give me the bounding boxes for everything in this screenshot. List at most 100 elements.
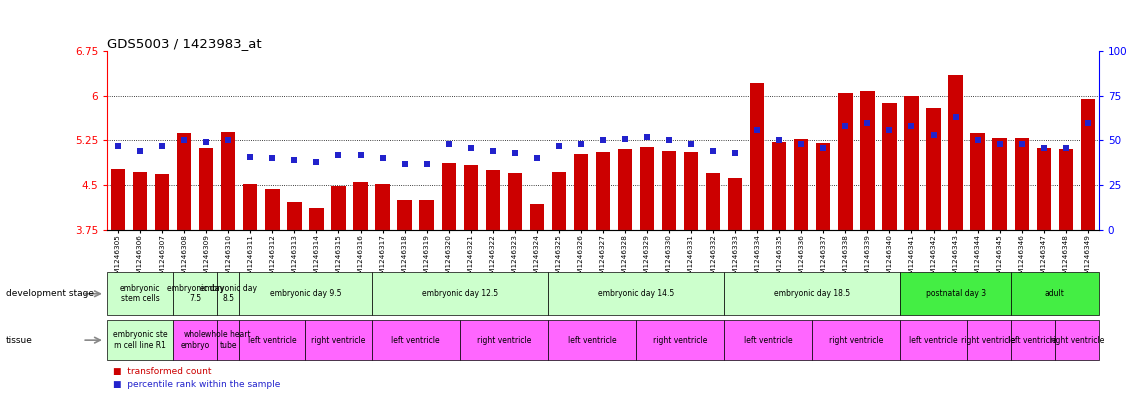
- Bar: [107, 272, 174, 316]
- Bar: [967, 320, 1011, 360]
- Bar: [133, 172, 148, 230]
- Point: [462, 145, 480, 151]
- Point: [1013, 141, 1031, 147]
- Bar: [725, 320, 813, 360]
- Point: [396, 161, 414, 167]
- Text: GDS5003 / 1423983_at: GDS5003 / 1423983_at: [107, 37, 261, 50]
- Bar: [882, 103, 897, 230]
- Point: [616, 136, 635, 142]
- Point: [1057, 145, 1075, 151]
- Point: [153, 143, 171, 149]
- Text: left ventricle: left ventricle: [909, 336, 958, 345]
- Bar: [463, 165, 478, 230]
- Point: [197, 139, 215, 145]
- Text: adult: adult: [1045, 289, 1065, 298]
- Bar: [265, 189, 279, 230]
- Text: left ventricle: left ventricle: [568, 336, 616, 345]
- Bar: [1055, 320, 1099, 360]
- Point: [836, 123, 854, 129]
- Point: [968, 137, 986, 143]
- Bar: [900, 320, 967, 360]
- Bar: [1011, 320, 1055, 360]
- Bar: [460, 320, 548, 360]
- Text: tissue: tissue: [6, 336, 33, 345]
- Bar: [813, 320, 900, 360]
- Point: [571, 141, 589, 147]
- Point: [792, 141, 810, 147]
- Bar: [662, 151, 676, 230]
- Bar: [751, 83, 764, 230]
- Point: [947, 114, 965, 120]
- Text: right ventricle: right ventricle: [1049, 336, 1104, 345]
- Text: embryonic day
8.5: embryonic day 8.5: [199, 284, 257, 303]
- Point: [770, 137, 788, 143]
- Point: [527, 155, 545, 162]
- Bar: [218, 320, 239, 360]
- Bar: [177, 133, 192, 230]
- Point: [352, 152, 370, 158]
- Point: [880, 127, 898, 133]
- Bar: [1011, 272, 1099, 316]
- Bar: [970, 133, 985, 230]
- Bar: [548, 272, 725, 316]
- Point: [1035, 145, 1053, 151]
- Bar: [442, 163, 455, 230]
- Text: postnatal day 3: postnatal day 3: [925, 289, 986, 298]
- Text: embryonic day 14.5: embryonic day 14.5: [598, 289, 674, 298]
- Point: [660, 137, 678, 143]
- Bar: [221, 132, 236, 230]
- Bar: [725, 272, 900, 316]
- Point: [859, 119, 877, 126]
- Bar: [926, 108, 941, 230]
- Bar: [1014, 138, 1029, 230]
- Bar: [618, 149, 632, 230]
- Point: [329, 152, 347, 158]
- Bar: [372, 272, 548, 316]
- Bar: [309, 208, 323, 230]
- Point: [440, 141, 458, 147]
- Bar: [838, 94, 852, 230]
- Point: [220, 137, 238, 143]
- Bar: [375, 184, 390, 230]
- Bar: [107, 320, 174, 360]
- Text: left ventricle: left ventricle: [744, 336, 792, 345]
- Bar: [552, 172, 566, 230]
- Bar: [174, 272, 218, 316]
- Bar: [795, 139, 808, 230]
- Bar: [486, 170, 500, 230]
- Bar: [239, 272, 372, 316]
- Point: [264, 155, 282, 162]
- Bar: [574, 154, 588, 230]
- Point: [483, 148, 502, 154]
- Text: left ventricle: left ventricle: [248, 336, 296, 345]
- Bar: [548, 320, 636, 360]
- Bar: [684, 152, 699, 230]
- Point: [373, 155, 391, 162]
- Text: ■  percentile rank within the sample: ■ percentile rank within the sample: [113, 380, 281, 389]
- Point: [815, 145, 833, 151]
- Text: left ventricle: left ventricle: [1009, 336, 1057, 345]
- Bar: [305, 320, 372, 360]
- Text: embryonic day 9.5: embryonic day 9.5: [269, 289, 341, 298]
- Text: embryonic ste
m cell line R1: embryonic ste m cell line R1: [113, 331, 168, 350]
- Bar: [530, 204, 544, 230]
- Point: [506, 150, 524, 156]
- Bar: [993, 138, 1006, 230]
- Point: [726, 150, 744, 156]
- Bar: [156, 174, 169, 230]
- Point: [682, 141, 700, 147]
- Bar: [728, 178, 743, 230]
- Point: [704, 148, 722, 154]
- Text: right ventricle: right ventricle: [961, 336, 1015, 345]
- Text: whole heart
tube: whole heart tube: [205, 331, 251, 350]
- Point: [175, 137, 193, 143]
- Bar: [640, 147, 654, 230]
- Text: right ventricle: right ventricle: [829, 336, 884, 345]
- Bar: [706, 173, 720, 230]
- Point: [638, 134, 656, 140]
- Bar: [354, 182, 367, 230]
- Point: [308, 159, 326, 165]
- Text: ■  transformed count: ■ transformed count: [113, 367, 211, 376]
- Text: right ventricle: right ventricle: [477, 336, 531, 345]
- Point: [109, 143, 127, 149]
